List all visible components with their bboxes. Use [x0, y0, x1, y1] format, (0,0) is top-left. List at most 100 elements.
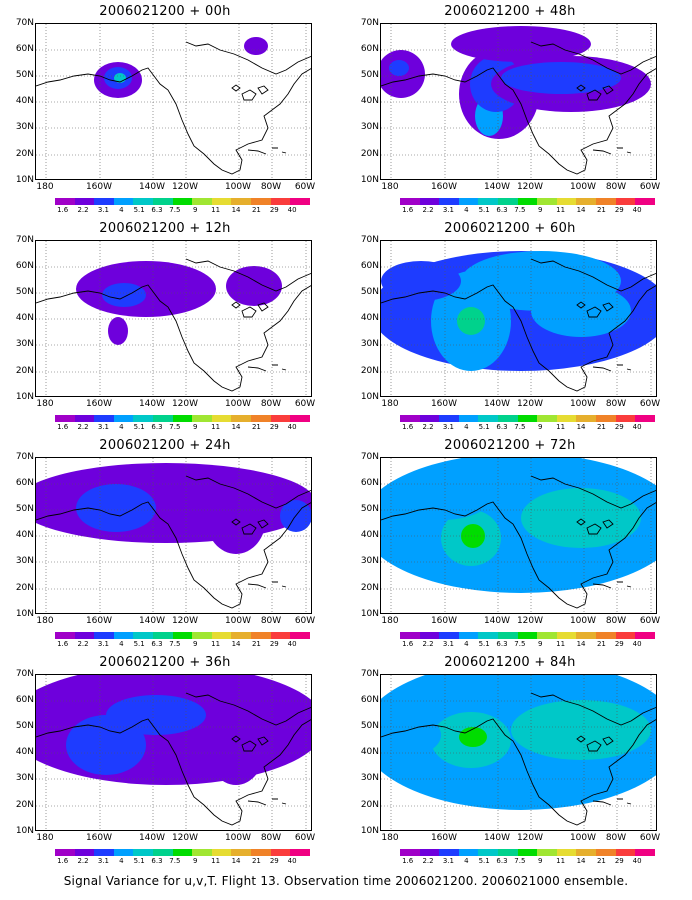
colorbar-tick-label: 11: [211, 206, 221, 214]
latitude-tick-label: 60N: [15, 478, 34, 488]
colorbar-swatch: [458, 849, 479, 856]
colorbar-swatch: [251, 415, 271, 422]
latitude-tick-label: 30N: [360, 773, 379, 783]
colorbar-swatch: [55, 632, 75, 639]
longitude-tick-label: 80W: [260, 182, 282, 192]
colorbar-swatch: [251, 198, 271, 205]
latitude-tick-label: 50N: [360, 287, 379, 297]
coastline: [530, 41, 656, 75]
colorbar-tick-label: 2.2: [77, 423, 89, 431]
variance-field: [36, 458, 311, 613]
colorbar-tick-label: 5.1: [478, 206, 490, 214]
panel-title: 2006021200 + 24h: [99, 438, 231, 453]
colorbar-labels: 1.6 2.2 3.1 4 5.1 6.3 7.5 9 11 14 21 29 40: [400, 206, 655, 215]
colorbar-tick-label: 9: [538, 640, 543, 648]
colorbar-swatch: [576, 632, 597, 639]
colorbar-tick-label: 3.1: [97, 423, 110, 431]
colorbar-swatch: [478, 632, 499, 639]
variance-contour: [461, 251, 621, 311]
colorbar-tick-label: 40: [287, 857, 297, 865]
colorbar-tick-label: 11: [211, 423, 221, 431]
colorbar-swatch: [556, 632, 577, 639]
variance-contour: [459, 727, 487, 747]
map-area: [35, 674, 312, 831]
longitude-tick-label: 180: [36, 616, 54, 626]
longitude-tick-label: 160W: [85, 182, 113, 192]
latitude-tick-label: 40N: [360, 313, 379, 323]
latitude-tick-label: 40N: [360, 96, 379, 106]
colorbar-tick-label: 11: [211, 640, 221, 648]
colorbar-swatch: [251, 632, 271, 639]
colorbar-swatch: [211, 415, 232, 422]
variance-field: [36, 24, 311, 179]
colorbar-swatch: [192, 849, 212, 856]
colorbar-tick-label: 1.6: [402, 857, 414, 865]
colorbar-swatch: [635, 632, 655, 639]
longitude-tick-label: 120W: [516, 833, 544, 843]
colorbar-tick-label: 7.5: [514, 857, 526, 865]
latitude-tick-label: 60N: [15, 44, 34, 54]
colorbar-tick-label: 9: [193, 857, 198, 865]
coastline: [381, 718, 656, 826]
colorbar-tick-label: 7.5: [514, 423, 526, 431]
colorbar-swatch: [556, 849, 577, 856]
colorbar-tick-label: 40: [632, 206, 642, 214]
longitude-tick-label: 140W: [138, 616, 166, 626]
coastline: [576, 301, 614, 318]
colorbar-swatch: [231, 415, 252, 422]
colorbar-swatch: [556, 198, 577, 205]
colorbar: [55, 849, 310, 856]
coastline: [592, 364, 632, 372]
latitude-tick-label: 20N: [360, 800, 379, 810]
colorbar-swatch: [576, 198, 597, 205]
colorbar-tick-label: 7.5: [514, 206, 526, 214]
colorbar-tick-label: 21: [596, 857, 606, 865]
longitude-axis: 180 160W 140W 120W 100W 80W 60W: [35, 616, 315, 628]
latitude-tick-label: 10N: [360, 175, 379, 185]
colorbar-swatch: [55, 849, 75, 856]
colorbar-swatch: [439, 632, 459, 639]
colorbar: [400, 632, 655, 639]
colorbar-tick-label: 14: [231, 206, 241, 214]
colorbar: [400, 415, 655, 422]
latitude-axis: 70N 60N 50N 40N 30N 20N 10N: [0, 452, 34, 619]
longitude-tick-label: 100W: [569, 399, 597, 409]
longitude-tick-label: 100W: [224, 616, 252, 626]
longitude-tick-label: 120W: [171, 833, 199, 843]
longitude-tick-label: 180: [381, 182, 399, 192]
variance-contour: [76, 484, 156, 532]
panel-title: 2006021200 + 72h: [444, 438, 576, 453]
coastline: [592, 798, 632, 806]
colorbar-tick-label: 14: [576, 206, 586, 214]
variance-contour: [76, 261, 216, 317]
colorbar-swatch: [537, 849, 557, 856]
colorbar-swatch: [635, 415, 655, 422]
colorbar-swatch: [458, 415, 479, 422]
map-area: [380, 240, 657, 397]
colorbar-tick-label: 3.1: [97, 640, 110, 648]
coastline: [381, 284, 656, 392]
colorbar-swatch: [615, 632, 636, 639]
panel-title: 2006021200 + 84h: [444, 655, 576, 670]
colorbar-swatch: [153, 415, 173, 422]
latitude-tick-label: 70N: [360, 452, 379, 462]
colorbar-swatch: [458, 632, 479, 639]
variance-contour: [501, 62, 621, 94]
latitude-tick-label: 70N: [360, 18, 379, 28]
colorbar-tick-label: 1.6: [57, 640, 69, 648]
longitude-tick-label: 100W: [569, 182, 597, 192]
variance-contour: [381, 715, 441, 755]
colorbar: [55, 198, 310, 205]
longitude-tick-label: 140W: [483, 399, 511, 409]
colorbar-tick-label: 6.3: [151, 423, 163, 431]
colorbar-swatch: [192, 198, 212, 205]
longitude-tick-label: 60W: [294, 399, 316, 409]
colorbar-tick-label: 2.2: [77, 206, 89, 214]
colorbar-tick-label: 5.1: [133, 423, 145, 431]
variance-contour: [206, 482, 266, 554]
colorbar-swatch: [290, 415, 310, 422]
colorbar-swatch: [635, 849, 655, 856]
longitude-tick-label: 140W: [138, 182, 166, 192]
colorbar-swatch: [419, 198, 440, 205]
colorbar-swatch: [94, 632, 114, 639]
